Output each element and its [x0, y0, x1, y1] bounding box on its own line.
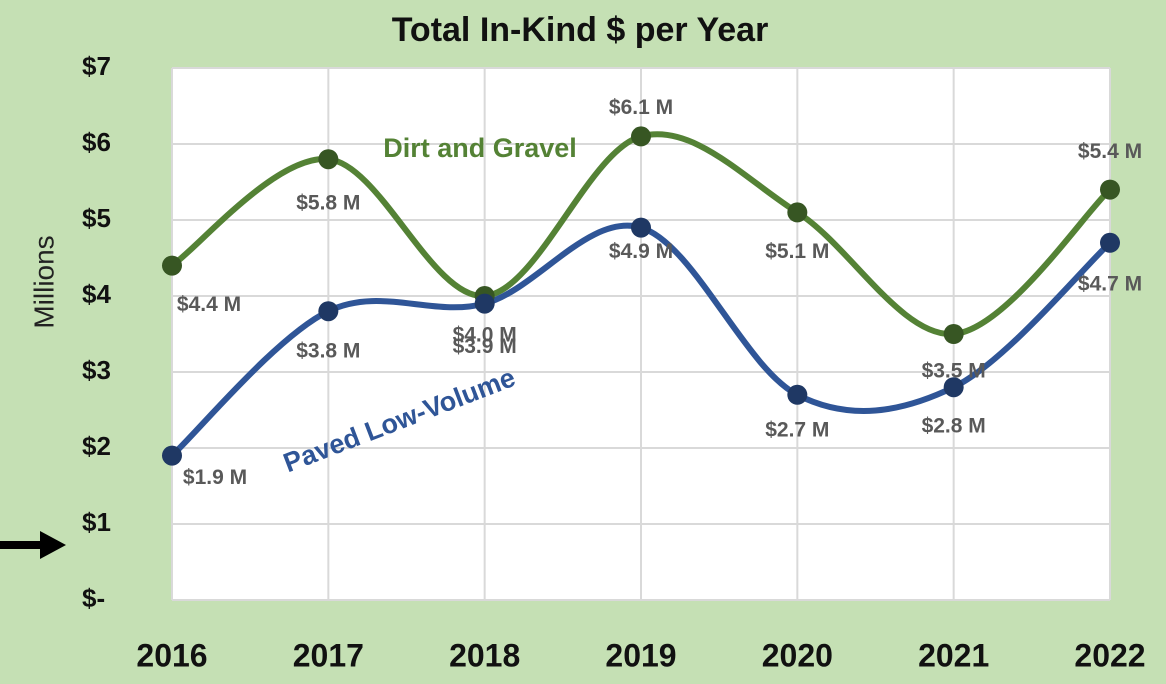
series-name: Dirt and Gravel — [383, 133, 577, 163]
data-point — [943, 377, 964, 398]
data-label: $5.4 M — [1078, 140, 1142, 163]
data-label: $4.0 M — [453, 324, 517, 347]
data-point — [943, 324, 964, 344]
data-label: $5.8 M — [296, 192, 360, 215]
data-label: $4.7 M — [1078, 272, 1142, 295]
data-label: $2.8 M — [922, 415, 986, 438]
data-label: $3.8 M — [296, 340, 360, 363]
y-tick-label: $2 — [82, 431, 111, 461]
x-tick-label: 2019 — [605, 637, 676, 673]
arrow — [0, 531, 66, 559]
data-point — [1100, 179, 1120, 200]
data-label: $1.9 M — [183, 466, 247, 489]
data-label: $4.9 M — [609, 240, 673, 263]
data-point — [318, 301, 339, 322]
x-tick-label: 2022 — [1074, 637, 1145, 673]
data-point — [1100, 232, 1120, 253]
x-tick-label: 2017 — [293, 637, 364, 673]
data-point — [474, 293, 495, 314]
y-tick-label: $6 — [82, 127, 111, 157]
data-label: $2.7 M — [765, 418, 829, 441]
y-axis-label: Millions — [28, 235, 59, 328]
y-tick-label: $3 — [82, 355, 111, 385]
chart-title: Total In-Kind $ per Year — [392, 11, 769, 49]
data-label: $3.9 M — [453, 335, 517, 358]
data-point — [787, 384, 808, 405]
data-point — [631, 126, 651, 147]
data-point — [162, 445, 182, 466]
data-point — [318, 149, 339, 170]
data-point — [162, 255, 182, 276]
data-label: $5.1 M — [765, 240, 829, 263]
y-tick-label: $4 — [82, 279, 111, 309]
y-tick-label: $7 — [82, 51, 111, 81]
y-tick-label: $1 — [82, 507, 111, 537]
data-point — [631, 217, 651, 238]
x-tick-label: 2021 — [918, 637, 989, 673]
data-label: $3.5 M — [922, 360, 986, 383]
data-point — [787, 202, 808, 223]
x-tick-label: 2018 — [449, 637, 520, 673]
x-tick-label: 2020 — [762, 637, 833, 673]
x-tick-label: 2016 — [136, 637, 207, 673]
data-label: $4.4 M — [177, 293, 241, 316]
data-label: $6.1 M — [609, 96, 673, 119]
y-tick-label: $5 — [82, 203, 111, 233]
y-tick-label: $- — [82, 583, 105, 613]
